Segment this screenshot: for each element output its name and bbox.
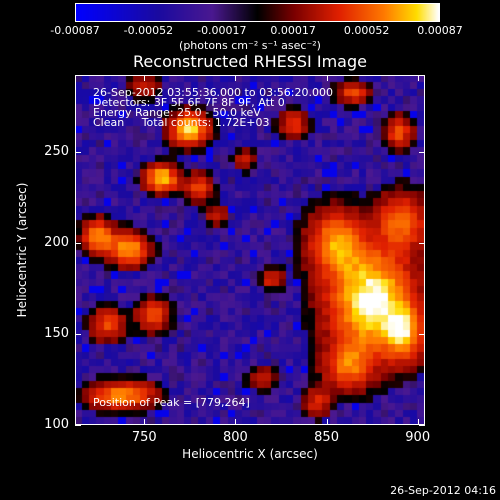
annotation-detectors: Detectors: 3F 5F 6F 7F 8F 9F, Att 0 — [93, 96, 285, 109]
y-tick-mark — [419, 425, 425, 426]
x-tick-label: 850 — [314, 430, 339, 445]
y-tick-label: 250 — [44, 143, 69, 159]
x-tick-label: 800 — [222, 430, 248, 445]
x-tick-mark — [235, 419, 237, 425]
colorbar-tick-label: 0.00087 — [417, 24, 463, 37]
y-tick-mark — [419, 333, 425, 335]
y-tick-label: 150 — [44, 325, 69, 341]
timestamp: 26-Sep-2012 04:16 — [390, 484, 496, 497]
y-tick-mark — [75, 333, 81, 335]
colorbar-tick-label: -0.00087 — [50, 24, 100, 37]
x-tick-mark — [144, 75, 146, 81]
colorbar-tick-label: 0.00052 — [343, 24, 390, 37]
colorbar-tick-label: -0.00052 — [123, 24, 174, 37]
y-tick-mark — [75, 242, 81, 244]
annotation-time: 26-Sep-2012 03:55:36.000 to 03:56:20.000 — [93, 86, 333, 99]
x-tick-label: 900 — [405, 430, 431, 445]
colorbar-units: (photons cm⁻² s⁻¹ asec⁻²) — [179, 39, 321, 52]
x-tick-mark — [235, 75, 237, 81]
annotation-block: 26-Sep-2012 03:55:36.000 to 03:56:20.000… — [93, 86, 333, 129]
y-tick-mark — [419, 242, 425, 244]
x-tick-mark — [144, 419, 146, 425]
y-tick-mark — [419, 151, 425, 153]
x-tick-mark — [326, 75, 328, 81]
annotation-energy: Energy Range: 25.0 - 50.0 keV — [93, 106, 261, 119]
annotation-peak: Position of Peak = [779,264] — [93, 396, 250, 409]
x-tick-label: 750 — [131, 430, 157, 445]
y-tick-label: 100 — [44, 416, 69, 432]
y-tick-mark — [75, 151, 81, 153]
annotation-method: Clean Total counts: 1.72E+03 — [93, 116, 270, 129]
x-tick-mark — [326, 419, 328, 425]
y-tick-label: 200 — [44, 234, 69, 250]
colorbar — [75, 3, 440, 22]
y-axis-label: Heliocentric Y (arcsec) — [15, 182, 29, 318]
colorbar-tick-label: -0.00017 — [197, 24, 247, 37]
x-tick-mark — [417, 75, 419, 81]
x-axis-label: Heliocentric X (arcsec) — [182, 447, 318, 461]
y-tick-mark — [75, 425, 81, 426]
heatmap-image — [75, 75, 425, 425]
colorbar-tick-label: 0.00017 — [270, 24, 316, 37]
x-tick-mark — [417, 419, 419, 425]
chart-title: Reconstructed RHESSI Image — [133, 52, 367, 71]
